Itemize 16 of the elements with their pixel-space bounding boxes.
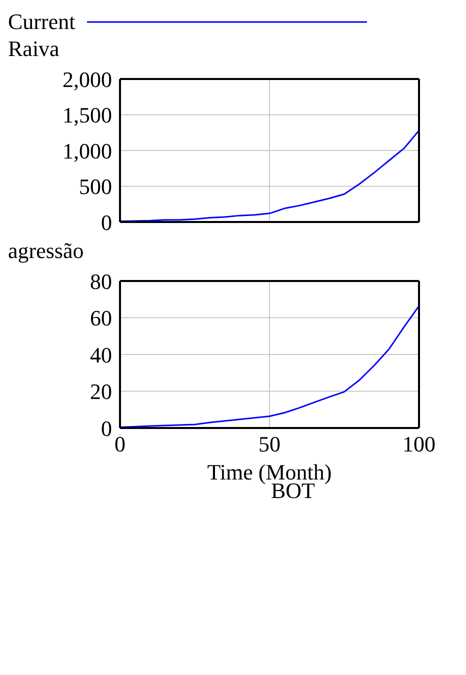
x-axis-title: Time (Month) [207, 460, 332, 485]
y-tick-label: 60 [90, 306, 112, 331]
y-tick-label: 2,000 [62, 66, 112, 92]
y-tick-label: 80 [90, 268, 112, 294]
y-axis-title: Raiva [8, 36, 60, 63]
y-tick-label: 20 [90, 379, 112, 404]
y-axis-title: agressão [8, 238, 85, 265]
y-tick-label: 40 [90, 342, 112, 368]
text: Current [8, 9, 76, 35]
y-tick-label: 1,500 [62, 102, 112, 128]
y-tick-label: 0 [101, 416, 112, 441]
y-tick-label: 500 [79, 174, 112, 200]
x-tick-label: 50 [258, 432, 280, 457]
x-tick-label: 100 [402, 432, 436, 457]
y-tick-label: 0 [101, 210, 112, 235]
y-tick-label: 1,000 [62, 138, 112, 164]
